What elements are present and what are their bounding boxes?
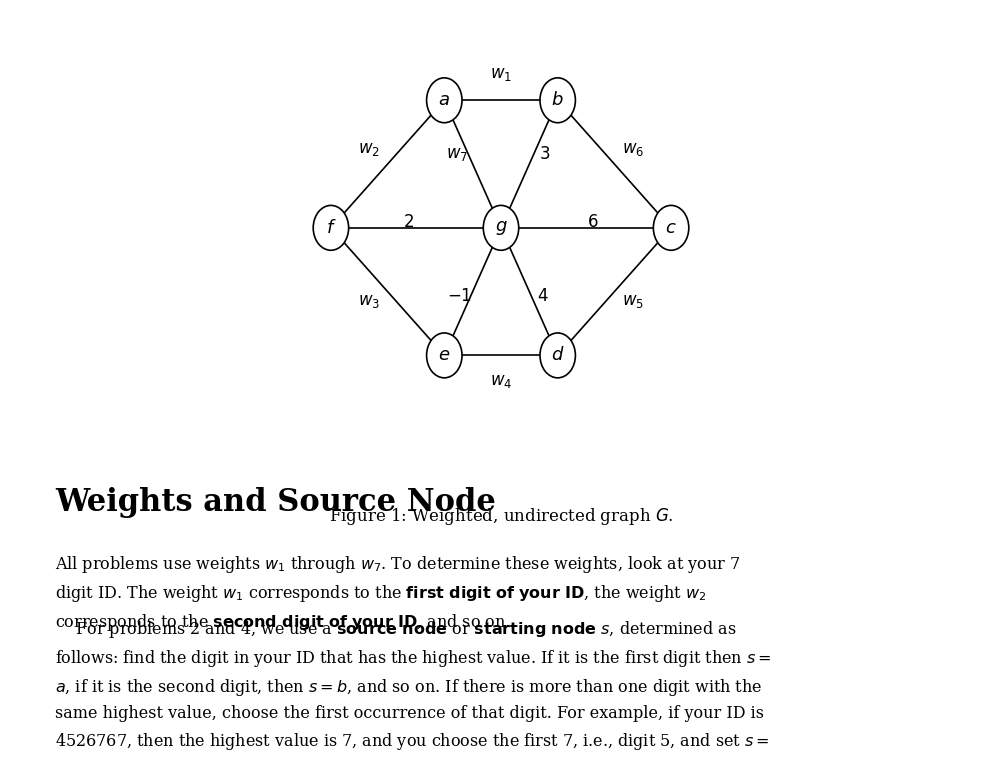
Text: $w_7$: $w_7$	[447, 146, 469, 162]
Text: $f$: $f$	[326, 219, 337, 237]
Text: $4$: $4$	[537, 288, 548, 305]
Text: $w_4$: $w_4$	[490, 373, 512, 390]
Ellipse shape	[540, 333, 575, 378]
Text: $g$: $g$	[495, 219, 507, 237]
Text: $2$: $2$	[404, 213, 415, 231]
Text: All problems use weights $w_1$ through $w_7$. To determine these weights, look a: All problems use weights $w_1$ through $…	[55, 553, 740, 633]
Text: For problems 2 and 4, we use a $\bf{source\ node}$ or $\bf{starting\ node}$ $s$,: For problems 2 and 4, we use a $\bf{sour…	[55, 619, 772, 762]
Text: $c$: $c$	[665, 219, 677, 237]
Text: Weights and Source Node: Weights and Source Node	[55, 487, 496, 518]
Text: $d$: $d$	[551, 347, 564, 364]
Text: $-1$: $-1$	[447, 288, 472, 305]
Text: Figure 1: Weighted, undirected graph $G$.: Figure 1: Weighted, undirected graph $G$…	[329, 505, 673, 527]
Ellipse shape	[427, 78, 462, 123]
Ellipse shape	[314, 206, 349, 250]
Text: $w_3$: $w_3$	[358, 293, 380, 309]
Ellipse shape	[653, 206, 688, 250]
Text: $w_2$: $w_2$	[358, 142, 380, 158]
Ellipse shape	[483, 206, 519, 250]
Text: $w_5$: $w_5$	[622, 293, 644, 309]
Text: $b$: $b$	[551, 91, 564, 109]
Text: $w_6$: $w_6$	[622, 142, 644, 158]
Ellipse shape	[540, 78, 575, 123]
Text: $w_1$: $w_1$	[490, 66, 512, 83]
Text: $a$: $a$	[439, 91, 450, 109]
Text: $e$: $e$	[438, 347, 451, 364]
Ellipse shape	[427, 333, 462, 378]
Text: $6$: $6$	[587, 213, 599, 231]
Text: $3$: $3$	[539, 146, 550, 162]
